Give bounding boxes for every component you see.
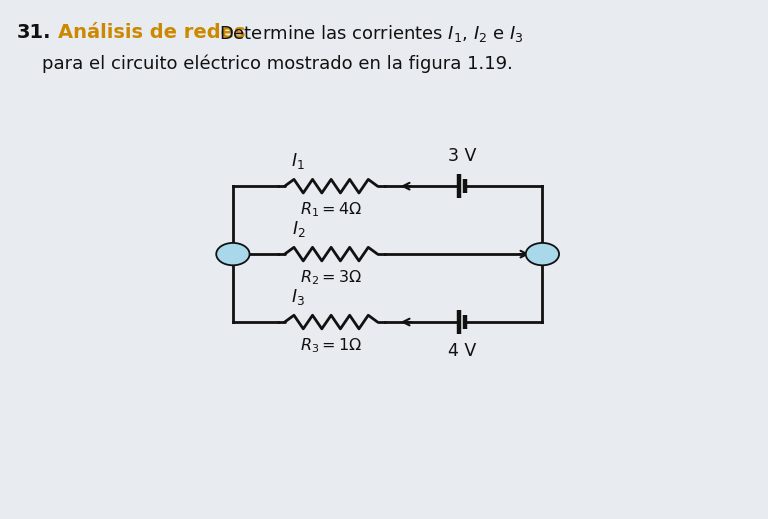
Circle shape: [217, 243, 250, 265]
Text: $I_1$: $I_1$: [292, 151, 305, 171]
Text: 4 V: 4 V: [448, 342, 476, 360]
Text: Determine las corrientes $I_1$, $I_2$ e $I_3$: Determine las corrientes $I_1$, $I_2$ e …: [219, 23, 524, 44]
Text: $I_2$: $I_2$: [292, 219, 305, 239]
Text: $R_3 = 1\Omega$: $R_3 = 1\Omega$: [300, 336, 362, 354]
Text: 3 V: 3 V: [448, 147, 476, 166]
Text: $R_2 = 3\Omega$: $R_2 = 3\Omega$: [300, 268, 362, 287]
Text: $R_1 = 4\Omega$: $R_1 = 4\Omega$: [300, 200, 362, 219]
Text: Análisis de redes: Análisis de redes: [58, 23, 245, 43]
Circle shape: [526, 243, 559, 265]
Text: $I_3$: $I_3$: [291, 287, 306, 307]
Text: 31.: 31.: [17, 23, 51, 43]
Text: para el circuito eléctrico mostrado en la figura 1.19.: para el circuito eléctrico mostrado en l…: [42, 54, 513, 73]
